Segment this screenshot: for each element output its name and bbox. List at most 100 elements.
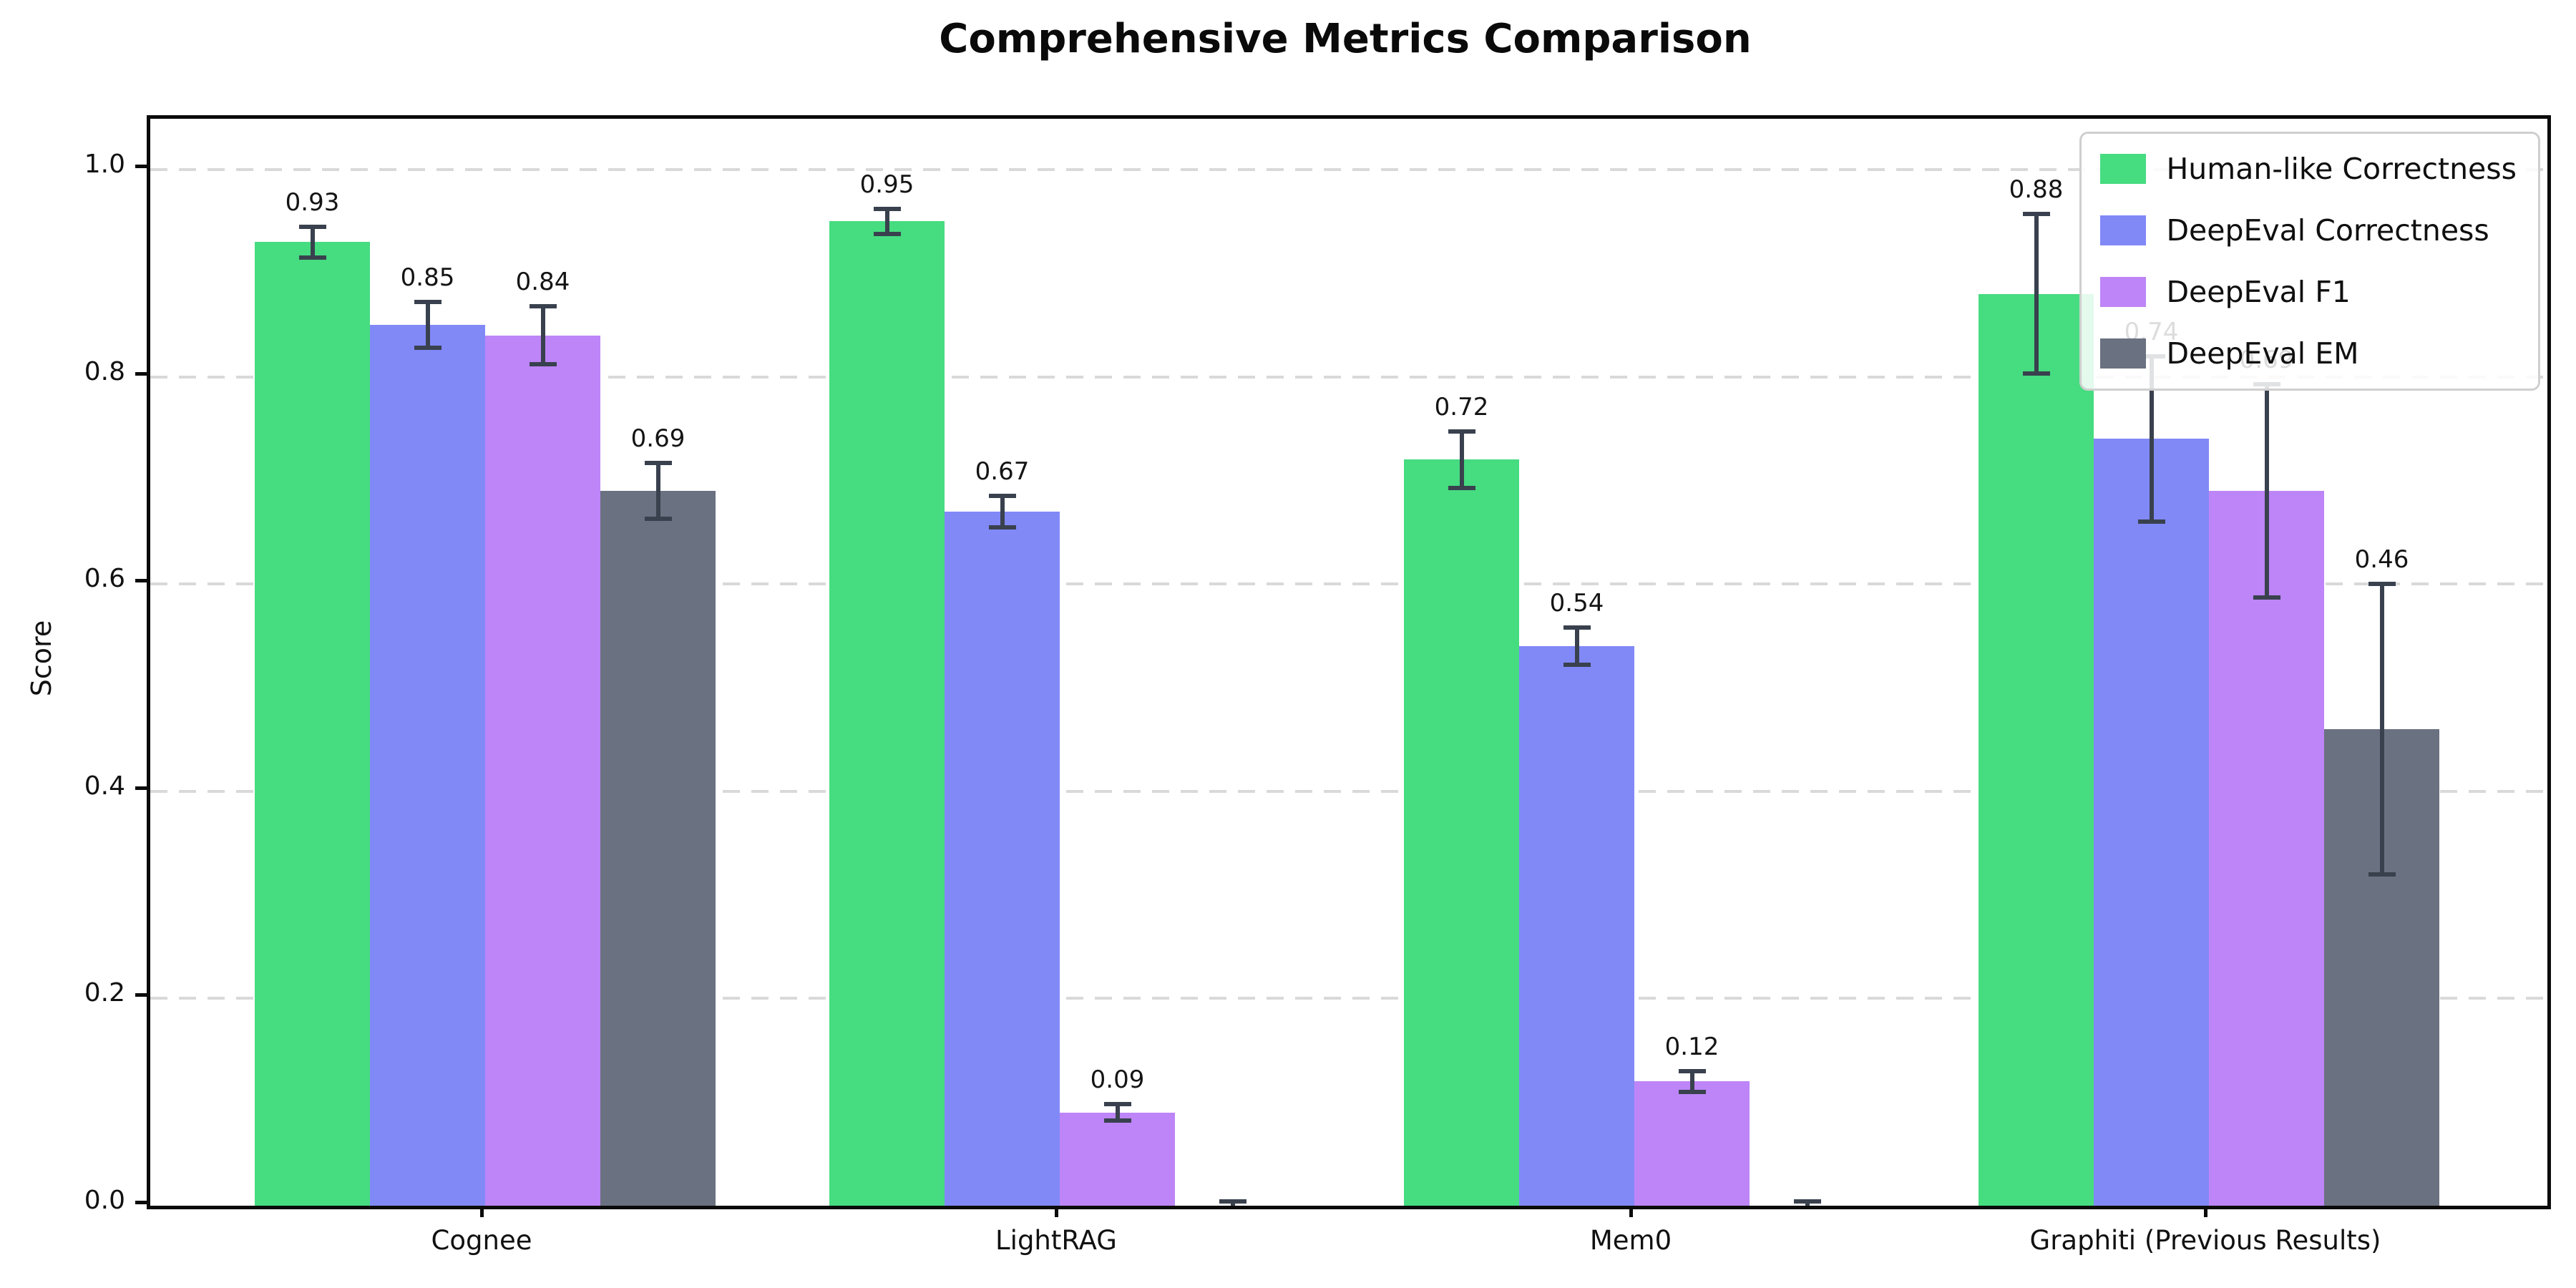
error-bar-cap-top <box>529 304 557 309</box>
bar-value-label: 0.46 <box>2354 545 2409 575</box>
error-bar-cap-bottom <box>298 255 326 260</box>
y-tick-label: 0.2 <box>84 978 125 1008</box>
bar <box>2094 439 2209 1206</box>
legend-label: DeepEval EM <box>2166 336 2359 371</box>
error-bar <box>540 306 545 365</box>
x-tick-mark <box>1629 1206 1633 1217</box>
y-tick-mark <box>135 579 147 583</box>
legend-label: DeepEval F1 <box>2166 275 2351 309</box>
bar-value-label: 0.93 <box>285 187 340 217</box>
bar <box>600 490 716 1206</box>
error-bar <box>2379 584 2384 874</box>
bar <box>1979 293 2094 1206</box>
error-bar-cap-bottom <box>2253 595 2280 600</box>
bar <box>1404 459 1519 1206</box>
legend-swatch <box>2100 154 2147 184</box>
error-bar <box>2034 214 2039 374</box>
bar <box>370 325 485 1206</box>
error-bar <box>1459 431 1464 488</box>
error-bar-cap-top <box>1448 429 1475 434</box>
error-bar <box>310 226 315 258</box>
y-tick-label: 0.8 <box>84 356 125 386</box>
error-bar <box>2149 356 2154 522</box>
error-bar-cap-top <box>2022 212 2050 217</box>
bar <box>1060 1112 1175 1206</box>
error-bar <box>1689 1070 1694 1092</box>
bar-value-label: 0.54 <box>1549 589 1604 618</box>
y-tick-mark <box>135 164 147 168</box>
bar <box>829 221 945 1206</box>
y-tick-label: 0.6 <box>84 564 125 594</box>
gridline <box>150 789 2547 793</box>
error-bar-cap-bottom <box>1563 663 1591 668</box>
bar-value-label: 0.95 <box>859 170 914 199</box>
x-tick-label: Cognee <box>431 1225 532 1256</box>
error-bar-cap-top <box>873 206 901 211</box>
y-tick-mark <box>135 371 147 376</box>
error-bar <box>1000 496 1005 527</box>
error-bar-cap-bottom <box>1103 1118 1131 1123</box>
y-tick-mark <box>135 786 147 790</box>
x-tick-label: LightRAG <box>995 1225 1117 1256</box>
y-tick-label: 0.0 <box>84 1186 125 1215</box>
bar-value-label: 0.85 <box>400 263 455 293</box>
bar <box>945 511 1060 1206</box>
bar-value-label: 0.67 <box>975 457 1030 487</box>
error-bar-cap-top <box>414 300 441 305</box>
plot-area: 0.930.950.720.880.850.670.540.740.840.09… <box>147 115 2551 1209</box>
error-bar-cap-top <box>1793 1199 1821 1204</box>
y-tick-label: 0.4 <box>84 771 125 801</box>
gridline <box>150 997 2547 1000</box>
x-tick-mark <box>480 1206 484 1217</box>
bar-value-label: 0.12 <box>1664 1032 1719 1061</box>
legend-item: DeepEval EM <box>2100 336 2517 371</box>
bar-value-label: 0.09 <box>1090 1065 1145 1095</box>
gridline <box>150 167 2547 171</box>
error-bar <box>1115 1104 1120 1121</box>
y-tick-mark <box>135 1201 147 1204</box>
error-bar-cap-bottom <box>529 362 557 367</box>
legend-label: DeepEval Correctness <box>2166 213 2489 248</box>
bar <box>255 242 370 1206</box>
error-bar <box>2264 384 2269 597</box>
bar-value-label: 0.69 <box>630 424 686 453</box>
legend: Human-like Correctness DeepEval Correctne… <box>2079 132 2540 391</box>
bar-value-label: 0.88 <box>2009 175 2064 205</box>
x-tick-label: Graphiti (Previous Results) <box>2029 1225 2381 1256</box>
error-bar <box>884 208 889 234</box>
bar <box>485 335 600 1206</box>
gridline <box>150 582 2547 586</box>
error-bar <box>1574 628 1579 665</box>
error-bar-cap-bottom <box>988 525 1016 530</box>
bar <box>2209 490 2324 1206</box>
y-axis-label: Score <box>26 620 57 697</box>
error-bar <box>425 302 430 348</box>
error-bar-cap-top <box>2368 582 2396 587</box>
x-tick-label: Mem0 <box>1589 1225 1672 1256</box>
error-bar-cap-bottom <box>2137 519 2165 525</box>
legend-label: Human-like Correctness <box>2166 152 2517 186</box>
legend-item: DeepEval Correctness <box>2100 213 2517 248</box>
error-bar <box>655 462 660 519</box>
error-bar-cap-top <box>644 460 672 465</box>
error-bar-cap-bottom <box>2368 872 2396 877</box>
error-bar-cap-top <box>988 494 1016 499</box>
error-bar-cap-bottom <box>1448 485 1475 490</box>
legend-swatch <box>2100 277 2147 307</box>
legend-swatch <box>2100 338 2147 369</box>
error-bar-cap-bottom <box>1794 1208 1821 1209</box>
error-bar-cap-top <box>1103 1102 1131 1107</box>
gridline <box>150 375 2547 379</box>
bar <box>1634 1081 1750 1206</box>
x-tick-mark <box>1055 1206 1058 1217</box>
error-bar-cap-top <box>298 224 326 229</box>
x-tick-mark <box>2204 1206 2207 1217</box>
chart-title: Comprehensive Metrics Comparison <box>939 16 1752 62</box>
legend-item: DeepEval F1 <box>2100 274 2517 310</box>
error-bar-cap-top <box>1219 1199 1246 1204</box>
error-bar-cap-bottom <box>644 516 672 521</box>
error-bar-cap-bottom <box>1678 1089 1706 1094</box>
error-bar-cap-bottom <box>873 231 901 236</box>
bar-value-label: 0.72 <box>1434 393 1489 422</box>
bar-value-label: 0.84 <box>515 268 570 297</box>
